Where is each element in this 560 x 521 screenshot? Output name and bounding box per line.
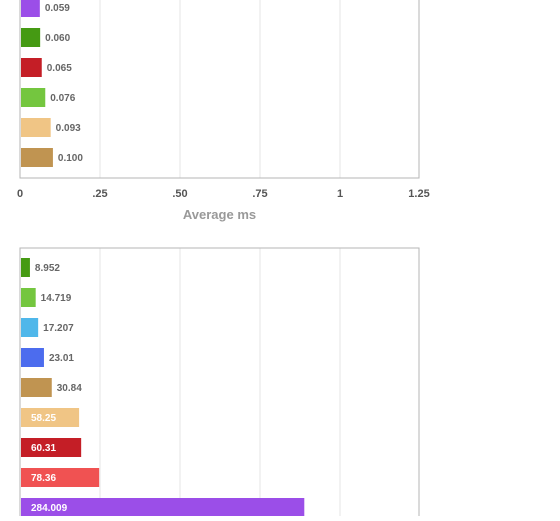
x-tick-label: .25 — [92, 188, 107, 200]
x-tick-label: 0 — [17, 188, 23, 200]
bar — [21, 258, 30, 277]
x-tick-label: 1.25 — [408, 188, 429, 200]
chart-totals: 8.952 14.719 17.207 23.01 30.84 58.25 60.31 78.… — [19, 247, 420, 521]
bar-value-label: 30.84 — [57, 383, 82, 394]
bar-value-label: 0.060 — [45, 33, 70, 44]
bar — [21, 468, 100, 487]
bar-value-label: 23.01 — [49, 353, 74, 364]
bar — [21, 148, 53, 167]
bar-value-label: 58.25 — [31, 413, 56, 424]
bar-value-label: 0.059 — [45, 3, 70, 14]
x-tick-label: .50 — [172, 188, 187, 200]
plot-frame — [19, 0, 420, 179]
bar — [21, 378, 52, 397]
bar-value-label: 0.100 — [58, 153, 83, 164]
bar-value-label: 0.093 — [56, 123, 81, 134]
bar-value-label: 8.952 — [35, 263, 60, 274]
bar-value-label: 78.36 — [31, 473, 56, 484]
bar — [21, 288, 36, 307]
bar-value-label: 284.009 — [31, 503, 68, 514]
bar — [21, 0, 40, 17]
bar — [21, 318, 39, 337]
bar — [21, 408, 80, 427]
chart-average-ms: 0.059 0.060 0.065 0.076 0.093 0.100 0 .25 .50 .75… — [17, 0, 430, 222]
x-tick-label: .75 — [252, 188, 267, 200]
bar — [21, 498, 305, 517]
bar — [21, 58, 42, 77]
bar-value-label: 0.076 — [50, 93, 75, 104]
bar-value-label: 60.31 — [31, 443, 56, 454]
bar-value-label: 0.065 — [47, 63, 72, 74]
x-axis-title: Average ms — [183, 207, 256, 222]
bar — [21, 348, 44, 367]
x-tick-label: 1 — [337, 188, 343, 200]
bar — [21, 438, 82, 457]
bar — [21, 88, 46, 107]
bar — [21, 118, 51, 137]
bar-value-label: 17.207 — [43, 323, 74, 334]
bar — [21, 28, 41, 47]
plot-frame — [19, 247, 420, 521]
bar-value-label: 14.719 — [41, 293, 72, 304]
